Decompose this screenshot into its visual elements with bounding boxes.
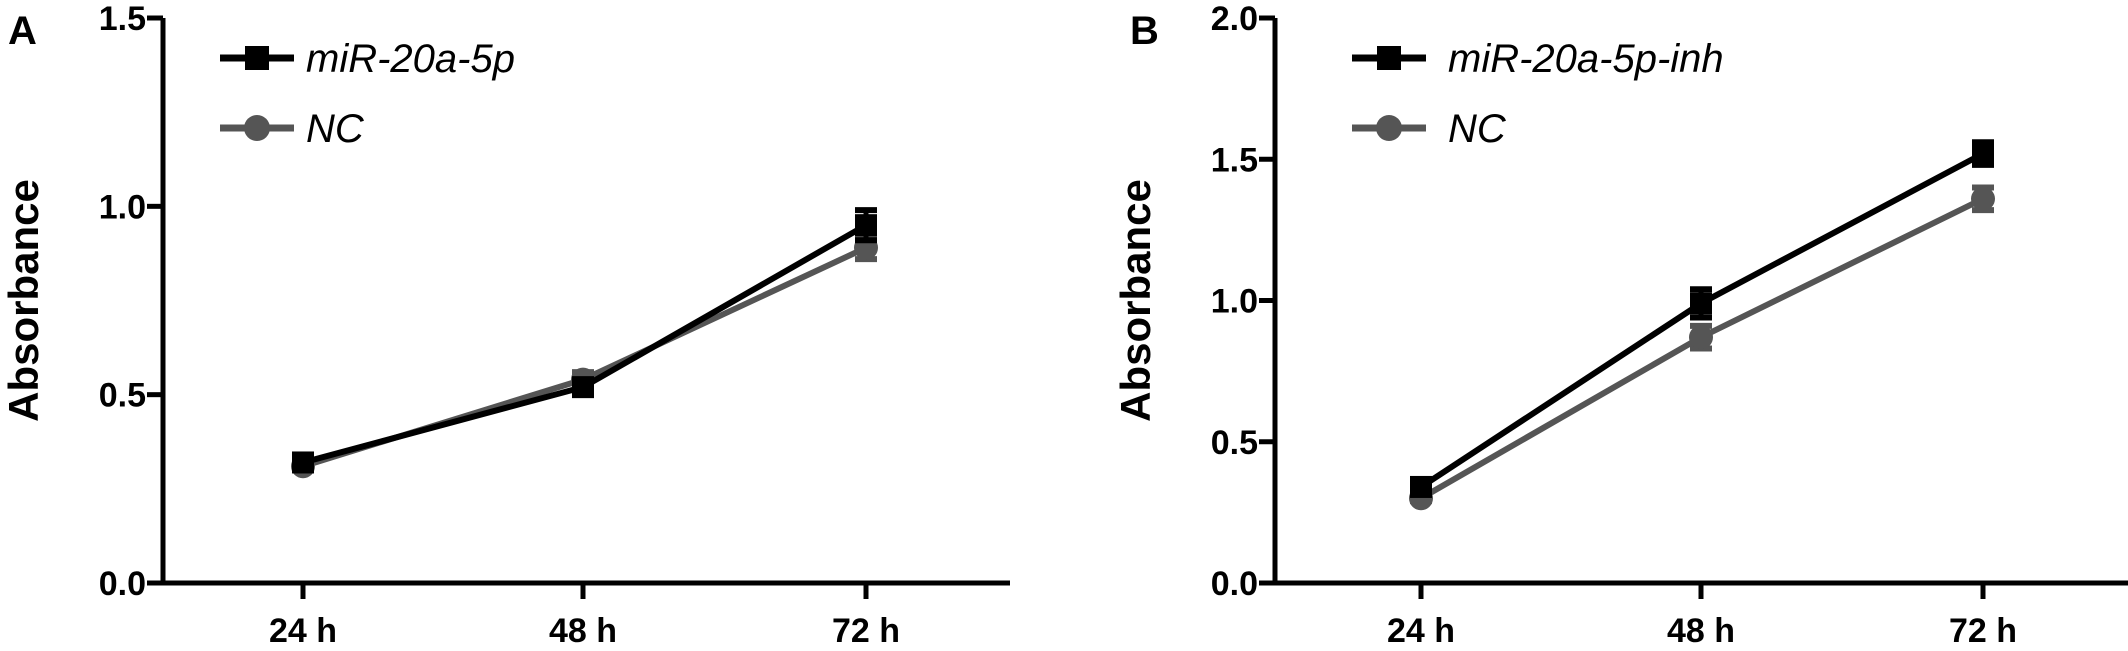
panel-letter: B [1130, 9, 1159, 53]
data-point [1972, 142, 1994, 165]
legend-label: NC [306, 107, 365, 151]
data-point [292, 451, 314, 474]
legend-label: NC [1448, 107, 1507, 151]
y-tick-label: 1.0 [1211, 283, 1258, 321]
legend-marker [1376, 115, 1402, 141]
panel-letter: A [8, 9, 37, 53]
data-point [1410, 475, 1432, 498]
series-treatment [1410, 139, 1994, 498]
legend-marker [1377, 46, 1401, 70]
y-tick-label: 0.0 [1211, 565, 1258, 603]
chart-panel-a: A 0.0 0.5 1.0 1.5 24 h 48 h 72 h Absorbance miR-2… [0, 0, 1010, 650]
series-line [302, 245, 868, 470]
series-line [302, 222, 868, 466]
x-tick-label: 48 h [549, 612, 617, 650]
data-point [1689, 325, 1713, 350]
y-tick-label: 0.5 [1211, 424, 1258, 462]
chart-panel-b: B 0.0 0.5 1.0 1.5 2.0 24 h 48 h 72 h Absorbance mi… [1112, 0, 2128, 650]
legend-marker [244, 115, 270, 141]
data-point [572, 376, 594, 399]
x-tick-label: 24 h [1387, 612, 1455, 650]
y-tick-label: 0.5 [99, 377, 146, 415]
y-tick-label: 2.0 [1211, 0, 1258, 38]
y-tick-label: 1.0 [99, 188, 146, 226]
legend-entry: miR-20a-5p-inh [1352, 37, 1724, 81]
legend-marker [245, 46, 269, 70]
legend-entry: NC [1352, 107, 1507, 151]
y-tick-label: 1.5 [1211, 141, 1258, 179]
data-point [855, 214, 877, 237]
legend-entry: NC [220, 107, 365, 151]
y-axis-title: Absorbance [1112, 179, 1159, 422]
x-tick-label: 24 h [269, 612, 337, 650]
data-point [1690, 292, 1712, 315]
x-tick-label: 48 h [1667, 612, 1735, 650]
legend-label: miR-20a-5p-inh [1448, 37, 1724, 81]
series-treatment [292, 207, 877, 474]
series-nc [1409, 184, 1995, 511]
legend-label: miR-20a-5p [306, 37, 515, 81]
y-tick-label: 1.5 [99, 0, 146, 38]
x-tick-label: 72 h [1949, 612, 2017, 650]
x-tick-label: 72 h [832, 612, 900, 650]
y-tick-label: 0.0 [99, 565, 146, 603]
legend-entry: miR-20a-5p [220, 37, 515, 81]
data-point [1971, 186, 1995, 211]
y-axis-title: Absorbance [0, 179, 47, 422]
